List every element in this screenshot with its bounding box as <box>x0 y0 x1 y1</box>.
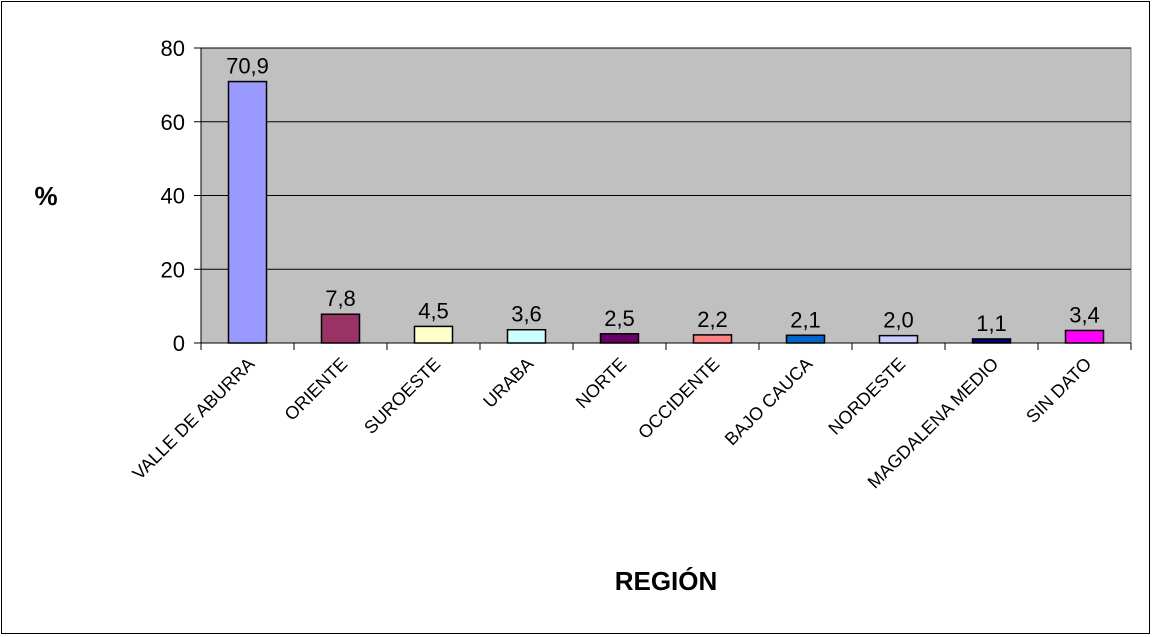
x-tick-label: ORIENTE <box>281 354 352 425</box>
x-tick-label: URABA <box>479 354 537 412</box>
data-label: 3,6 <box>511 302 542 327</box>
data-label: 70,9 <box>226 54 269 79</box>
y-tick-label: 40 <box>161 184 185 209</box>
data-label: 3,4 <box>1069 302 1100 327</box>
bar <box>506 328 547 344</box>
gridlines <box>201 47 1131 270</box>
bar <box>320 313 361 344</box>
data-label: 7,8 <box>325 286 356 311</box>
x-tick-label: BAJO CAUCA <box>721 354 816 449</box>
x-tick-label: OCCIDENTE <box>634 354 723 443</box>
bar <box>878 334 919 344</box>
bar <box>692 334 733 344</box>
y-axis-title: % <box>34 181 57 211</box>
x-tick-label: NORTE <box>572 354 630 412</box>
x-tick-label: VALLE DE ABURRA <box>128 354 258 484</box>
data-label: 1,1 <box>976 311 1007 336</box>
x-axis: VALLE DE ABURRA ORIENTE SUROESTE URABA NORTE… <box>128 342 1132 492</box>
data-label: 4,5 <box>418 298 449 323</box>
data-label: 2,1 <box>790 307 821 332</box>
bar <box>971 338 1012 344</box>
y-tick-label: 20 <box>161 257 185 282</box>
y-tick-label: 80 <box>161 36 185 61</box>
data-label: 2,5 <box>604 306 635 331</box>
bar <box>599 333 640 344</box>
x-tick-label: SUROESTE <box>360 354 444 438</box>
data-labels: 70,9 7,8 4,5 3,6 2,5 2,2 2,1 2,0 1,1 3,4 <box>226 54 1100 336</box>
y-axis: 0 20 40 60 80 <box>161 36 202 356</box>
bar <box>785 334 826 344</box>
y-tick-label: 0 <box>173 331 185 356</box>
y-tick-label: 60 <box>161 110 185 135</box>
x-tick-label: SIN DATO <box>1022 354 1095 427</box>
x-axis-title: REGIÓN <box>615 566 718 596</box>
bar <box>227 80 268 344</box>
bar <box>413 325 454 344</box>
x-tick-label: NORDESTE <box>824 354 909 439</box>
data-label: 2,0 <box>883 308 914 333</box>
data-label: 2,2 <box>697 307 728 332</box>
bar <box>1064 329 1105 344</box>
